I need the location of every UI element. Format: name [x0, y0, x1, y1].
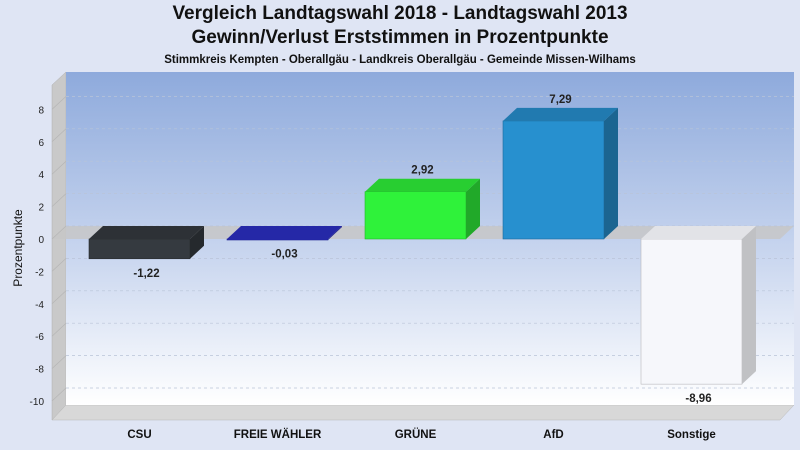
y-ticks: 8 6 4 2 0 -2 -4 -6 -8 -10 — [30, 105, 45, 408]
chart-subtitle: Gewinn/Verlust Erststimmen in Prozentpun… — [191, 27, 609, 48]
grid-line-side — [51, 355, 67, 369]
left-wall — [51, 71, 67, 421]
y-tick-label: 6 — [38, 138, 44, 149]
grid-line-side — [51, 322, 67, 337]
floor — [51, 404, 795, 421]
y-tick-label: -4 — [35, 300, 44, 311]
bar-side — [190, 226, 204, 259]
bar-top — [503, 107, 618, 121]
data-label: 2,92 — [411, 165, 433, 177]
bar-side — [328, 226, 342, 240]
bar-front — [364, 191, 467, 240]
grid-line-side — [51, 290, 67, 305]
bar-front — [502, 120, 605, 240]
bar-front — [640, 238, 743, 385]
y-tick-label: 0 — [38, 235, 44, 246]
bar-afd — [502, 107, 618, 240]
grid-line-side — [51, 160, 67, 175]
x-tick-label: AfD — [543, 429, 563, 441]
bar-top — [641, 226, 756, 239]
bar-freie-wähler — [226, 226, 342, 241]
bar-side — [742, 226, 756, 385]
chart-title: Vergleich Landtagswahl 2018 - Landtagswa… — [172, 3, 628, 24]
data-label: -8,96 — [685, 393, 711, 405]
grid-line-side — [51, 128, 67, 143]
bar-top — [365, 178, 480, 192]
data-label: 7,29 — [549, 94, 571, 106]
x-tick-labels: CSU FREIE WÄHLER GRÜNE AfD Sonstige — [127, 428, 715, 441]
chart-subtitle-region: Stimmkreis Kempten - Oberallgäu - Landkr… — [164, 54, 636, 66]
y-tick-label: 4 — [38, 170, 44, 181]
y-tick-label: -10 — [30, 397, 45, 408]
x-tick-label: FREIE WÄHLER — [234, 428, 322, 441]
grid-line-side — [51, 258, 67, 272]
y-axis-label: Prozentpunkte — [11, 209, 25, 287]
y-tick-label: 8 — [38, 105, 44, 116]
bars: -1,22 -0,03 2,92 7,29 -8,96 — [88, 94, 756, 405]
bar-front — [88, 238, 191, 260]
bar-csu — [88, 226, 204, 260]
x-tick-label: Sonstige — [667, 429, 716, 441]
y-tick-label: -2 — [35, 267, 44, 278]
grid-line-side — [51, 225, 67, 240]
data-label: -0,03 — [271, 248, 297, 260]
bar-top — [227, 226, 342, 239]
y-tick-label: 2 — [38, 203, 44, 214]
bar-side — [466, 178, 480, 239]
grid-line-side — [51, 387, 67, 402]
grid-line-side — [51, 193, 67, 207]
bar-grüne — [364, 178, 480, 240]
bar-front — [226, 238, 329, 241]
x-tick-label: GRÜNE — [395, 428, 437, 441]
bar-top — [89, 226, 204, 239]
y-tick-label: -6 — [35, 332, 44, 343]
bar-side — [604, 107, 618, 239]
bar-sonstige — [640, 226, 756, 385]
grid-line-side — [51, 96, 67, 110]
data-label: -1,22 — [133, 268, 159, 280]
y-tick-label: -8 — [35, 365, 44, 376]
x-tick-label: CSU — [127, 429, 151, 441]
